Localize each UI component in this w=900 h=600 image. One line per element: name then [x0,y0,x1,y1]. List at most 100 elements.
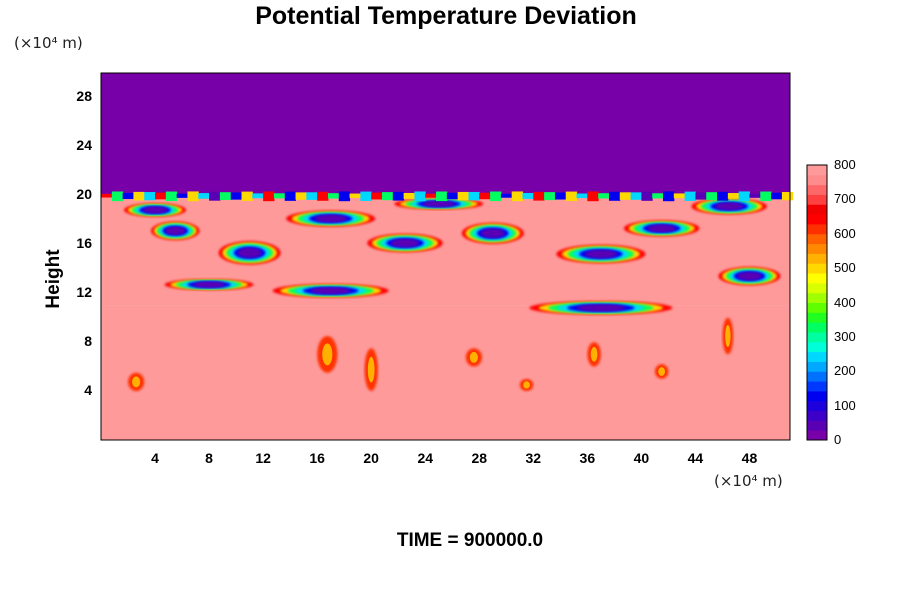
hot-streak-core-5 [132,376,141,388]
fringe-cell [738,191,750,202]
colorbar-tick-label: 100 [834,397,856,413]
colorbar-swatch [807,331,827,343]
low-patch-4-ring-5 [480,228,505,238]
fringe-cell [684,191,696,201]
fringe-cell [652,193,664,199]
colorbar-swatch [807,400,827,412]
fringe-cell [414,191,426,202]
fringe-cell [327,193,340,199]
colorbar-swatch [807,390,827,402]
hot-streak-core-2 [469,351,478,363]
colorbar-tick-label: 200 [834,363,856,379]
colorbar-swatch [807,165,827,176]
hot-streak-core-4 [725,325,731,348]
fringe-cell [760,191,772,202]
colorbar-swatch [807,243,827,254]
fringe-cell [144,192,156,201]
y-tick-label: 4 [84,382,92,399]
fringe-cell [673,193,686,199]
low-patch-12-ring-5 [142,206,168,214]
fringe-cell [338,191,351,202]
low-patch-9-ring-5 [310,287,351,295]
y-tick-label: 8 [84,333,92,350]
x-tick-label: 28 [471,450,488,466]
hot-streak-core-7 [658,367,666,376]
colorbar-tick-label: 600 [834,225,856,241]
colorbar-swatch [807,381,827,392]
fringe-cell [187,191,199,202]
time-label: TIME = 900000.0 [396,530,544,551]
y-tick-label: 20 [76,186,92,203]
x-tick-label: 4 [151,450,159,466]
x-tick-label: 32 [525,450,542,466]
fringe-cell [403,192,415,199]
colorbar-swatch [807,430,827,441]
fringe-cell [695,192,707,200]
low-patch-5-ring-5 [584,249,618,259]
low-patch-11-ring-5 [737,271,762,281]
upper-boundary-fringe [101,191,794,202]
fringe-cell [771,192,783,200]
colorbar-swatch [807,410,827,421]
fringe-cell [522,192,534,199]
colorbar-tick-label: 0 [834,432,842,447]
fringe-cell [241,191,253,201]
fringe-cell [500,193,513,198]
fringe-cell [490,191,502,202]
hot-streak-core-6 [523,381,530,389]
fringe-cell [457,191,469,201]
colorbar-swatch [807,282,827,294]
fringe-cell [608,191,621,201]
colorbar-swatch [807,194,827,205]
colorbar-swatch [807,233,827,245]
colorbar-tick-label: 500 [834,260,856,276]
fringe-cell [209,191,221,201]
fringe-cell [663,191,675,202]
x-tick-label: 40 [633,450,650,466]
x-tick-label: 36 [579,450,596,466]
fringe-cell [565,191,578,201]
low-patch-13-ring-5 [422,200,455,207]
region-upper [101,73,790,196]
fringe-cell [273,193,286,199]
low-patch-8-ring-5 [192,281,226,288]
low-patch-6-ring-5 [647,224,676,233]
fringe-cell [468,191,480,201]
fringe-cell [511,191,524,202]
chart-title: Potential Temperature Deviation [255,2,637,30]
colorbar-swatch [807,351,827,362]
fringe-cell [133,191,145,201]
low-patch-0-ring-5 [165,226,186,236]
fringe-cell [122,192,134,200]
colorbar-tick-label: 800 [834,157,856,172]
colorbar-swatch [807,223,827,235]
y-tick-label: 16 [76,235,92,252]
fringe-cell [446,192,459,200]
hot-streak-core-0 [322,343,333,366]
x-tick-label: 20 [363,450,379,466]
fringe-cell [371,192,383,200]
fringe-cell [101,193,113,198]
fringe-cell [317,191,329,201]
fringe-cell [176,193,188,198]
x-unit-label: (×10⁴ m) [714,472,783,490]
low-patch-7-ring-5 [715,202,744,211]
fringe-cell [198,193,210,199]
fringe-cell [436,191,448,202]
fringe-cell [598,193,610,199]
colorbar-swatch [807,341,827,353]
colorbar-swatch [807,204,827,215]
colorbar-swatch [807,292,827,303]
plot-border [100,72,791,441]
fringe-cell [360,191,372,201]
colorbar-swatch [807,371,827,382]
colorbar-border [806,164,828,441]
fringe-cell [252,193,264,199]
fringe-cell [533,191,545,201]
colorbar-swatch [807,273,827,284]
colorbar-swatch [807,214,827,225]
colorbar-swatch [807,322,827,333]
fringe-cell [425,193,437,198]
colorbar-swatch [807,253,827,264]
fringe-cell [230,192,243,200]
